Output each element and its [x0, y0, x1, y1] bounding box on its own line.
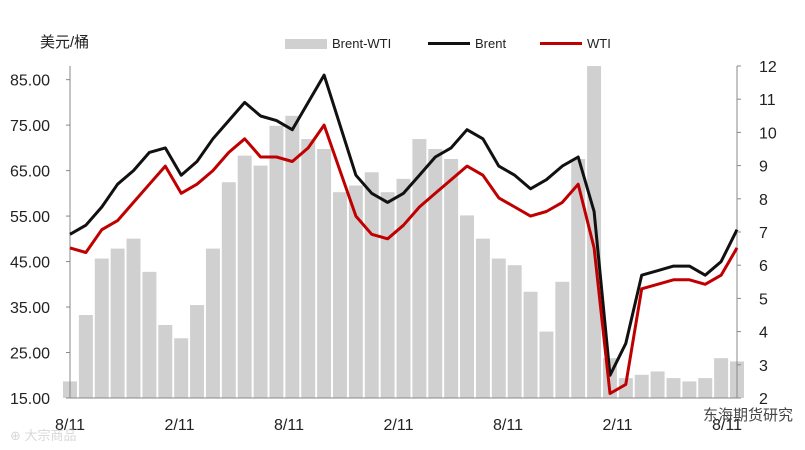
spread-bar: [348, 185, 363, 398]
left-tick-label: 35.00: [10, 300, 50, 317]
x-tick-label: 2/11: [603, 417, 633, 434]
legend-label-spread: Brent-WTI: [332, 36, 392, 51]
right-tick-label: 2: [759, 391, 768, 408]
watermark: 东海期货研究: [702, 407, 793, 424]
series-line-brent: [69, 73, 739, 377]
spread-bars: [63, 66, 744, 399]
spread-bar: [539, 331, 554, 398]
x-tick-label: 8/11: [712, 417, 742, 434]
spread-bar: [491, 258, 506, 398]
spread-bar: [698, 378, 713, 398]
x-tick-label: 8/11: [493, 417, 523, 434]
x-tick-label: 2/11: [165, 417, 195, 434]
spread-bar: [618, 378, 633, 398]
left-tick-label: 25.00: [10, 346, 50, 363]
spread-bar: [460, 215, 475, 398]
left-tick-label: 75.00: [10, 118, 50, 135]
spread-bar: [507, 265, 522, 398]
spread-bar: [428, 149, 443, 398]
spread-bar: [110, 248, 125, 398]
spread-bar: [682, 381, 697, 398]
x-axis-ticks: 8/11 2/11 8/11 2/11 8/11 2/11 8/11: [55, 417, 742, 434]
spread-bar: [571, 158, 586, 398]
left-axis-ticks: 85.00 75.00 65.00 55.00 45.00 35.00 25.00 15.00: [10, 73, 70, 408]
right-tick-label: 3: [759, 358, 768, 375]
spread-bar: [666, 378, 681, 398]
legend: WTI: [540, 36, 611, 51]
spread-bar: [444, 158, 459, 398]
legend-swatch-wti: [540, 42, 582, 45]
left-tick-label: 15.00: [10, 391, 50, 408]
spread-bar: [714, 358, 729, 398]
legend-swatch-spread: [285, 38, 327, 49]
legend: Brent-WTI: [285, 36, 391, 51]
right-tick-label: 10: [759, 125, 777, 142]
spread-bar: [412, 139, 427, 399]
spread-bar: [523, 291, 538, 398]
spread-bar: [94, 258, 109, 398]
spread-bar: [78, 315, 93, 398]
spread-bar: [190, 305, 205, 398]
spread-bar: [587, 66, 602, 398]
right-tick-label: 5: [759, 291, 768, 308]
spread-bar: [269, 125, 284, 398]
watermark-left: ⊕ 大宗商品: [10, 428, 77, 443]
spread-bar: [555, 281, 570, 398]
x-tick-label: 2/11: [384, 417, 414, 434]
spread-bar: [396, 178, 411, 398]
right-tick-label: 6: [759, 258, 768, 275]
spread-bar: [158, 324, 173, 398]
spread-bar: [475, 238, 490, 398]
legend-swatch-brent: [428, 42, 470, 45]
left-tick-label: 85.00: [10, 73, 50, 90]
spread-bar: [634, 374, 649, 398]
spread-bar: [650, 371, 665, 398]
spread-bar: [205, 248, 220, 398]
x-tick-label: 8/11: [274, 417, 304, 434]
spread-bar: [285, 115, 300, 399]
spread-bar: [332, 192, 347, 398]
legend-label-wti: WTI: [587, 36, 611, 51]
right-tick-label: 11: [759, 92, 776, 109]
y-axis-label: 美元/桶: [40, 34, 90, 51]
left-tick-label: 55.00: [10, 209, 50, 226]
spread-bar: [126, 238, 141, 398]
left-tick-label: 65.00: [10, 164, 50, 181]
x-tick-label: 8/11: [55, 417, 85, 434]
legend-label-brent: Brent: [475, 36, 507, 51]
spread-bar: [174, 338, 189, 398]
series-line-wti: [69, 123, 739, 395]
spread-bar: [364, 172, 379, 398]
spread-bar: [221, 182, 236, 398]
left-tick-label: 45.00: [10, 255, 50, 272]
right-tick-label: 8: [759, 192, 768, 209]
spread-bar: [253, 165, 268, 398]
spread-bar: [380, 192, 395, 398]
legend: Brent: [428, 36, 506, 51]
right-tick-label: 9: [759, 159, 768, 176]
spread-bar: [237, 155, 252, 398]
right-tick-label: 12: [759, 59, 777, 76]
right-tick-label: 4: [759, 325, 768, 342]
right-tick-label: 7: [759, 225, 768, 242]
spread-bar: [142, 271, 157, 398]
spread-bar: [317, 149, 332, 398]
spread-bar: [301, 139, 316, 399]
right-axis-ticks: 12 11 10 9 8 7 6 5 4 3 2: [737, 59, 777, 408]
